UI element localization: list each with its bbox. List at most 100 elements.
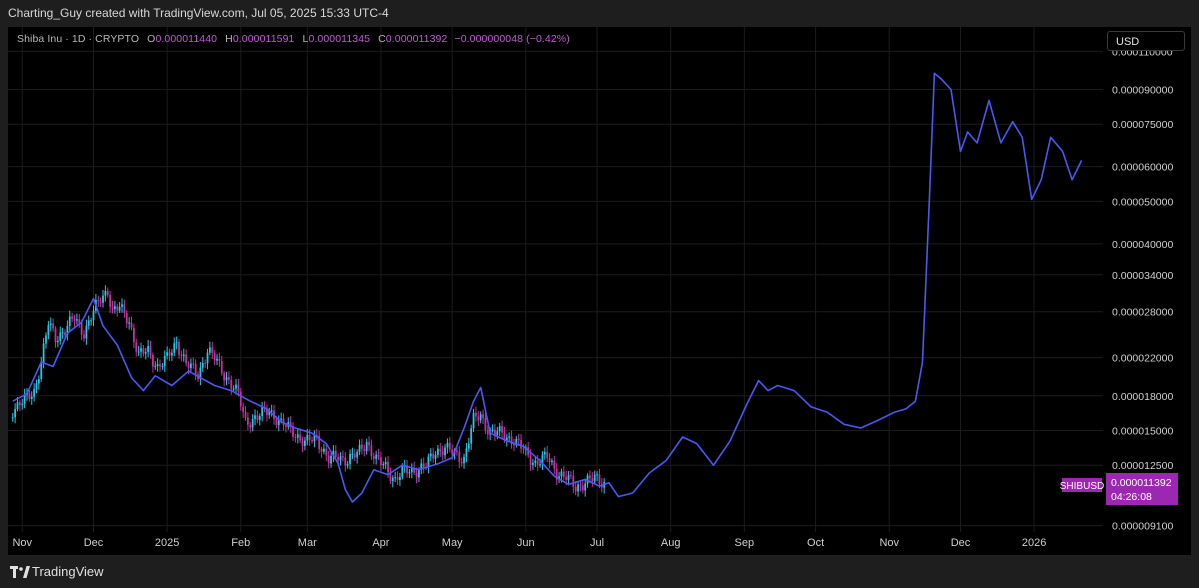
candle-body	[144, 352, 147, 354]
candle-body	[208, 347, 211, 353]
candle-body	[363, 448, 366, 451]
candle-body	[494, 429, 496, 435]
legend-low-key: L	[302, 33, 309, 45]
candle-body	[439, 448, 442, 452]
candle-body	[37, 379, 40, 384]
price-tag-countdown: 04:26:08	[1111, 491, 1152, 503]
candle-body	[216, 358, 218, 361]
candle-body	[520, 439, 522, 449]
candle-body	[206, 352, 209, 364]
candle-body	[368, 442, 370, 446]
y-tick-label: 0.000075000	[1112, 119, 1173, 131]
currency-button[interactable]: USD	[1107, 31, 1185, 51]
y-tick-label: 0.000022000	[1112, 353, 1173, 365]
candle-body	[175, 342, 178, 344]
candle-body	[220, 360, 223, 374]
projection-line-series	[12, 72, 1083, 503]
candle-body	[140, 348, 142, 352]
x-tick-label: Oct	[807, 537, 824, 549]
candle-body	[311, 440, 313, 442]
candle-body	[437, 448, 439, 455]
legend-close-key: C	[378, 33, 386, 45]
price-tag: SHIBUSD 0.000011392 04:26:08	[1060, 473, 1178, 505]
candle-body	[92, 310, 95, 321]
candle-body	[330, 455, 332, 464]
price-tag-value-box	[1106, 473, 1178, 505]
candle-body	[387, 462, 389, 473]
candle-body	[151, 354, 154, 367]
candle-body	[192, 363, 195, 365]
chart-area[interactable]: 0.000110000 0.000090000 0.000075000 0.00006…	[8, 27, 1191, 555]
symbol-legend: Shiba Inu · 1D · CRYPTO O0.000011440 H0.…	[17, 33, 570, 45]
candle-body	[83, 334, 85, 339]
candle-body	[323, 448, 325, 452]
candle-body	[52, 323, 55, 329]
candle-body	[73, 318, 76, 321]
candle-body	[560, 471, 563, 477]
candle-body	[581, 485, 584, 491]
x-tick-label: Dec	[951, 537, 971, 549]
x-tick-label: Mar	[298, 537, 317, 549]
candle-body	[113, 306, 116, 310]
legend-open-key: O	[147, 33, 156, 45]
candle-body	[429, 453, 432, 457]
candle-body	[586, 475, 589, 484]
candle-body	[370, 445, 373, 457]
x-tick-label: 2025	[155, 537, 179, 549]
legend-symbol[interactable]: Shiba Inu · 1D · CRYPTO	[17, 33, 140, 45]
price-tag-price: 0.000011392	[1111, 477, 1172, 489]
candle-body	[456, 450, 458, 453]
candle-body	[294, 436, 297, 438]
candle-body	[28, 392, 31, 400]
candle-body	[503, 432, 506, 441]
x-tick-label: Aug	[661, 537, 681, 549]
legend-close: 0.000011392	[385, 33, 448, 45]
candle-body	[71, 316, 74, 319]
candle-body	[541, 454, 544, 465]
candle-body	[137, 351, 140, 353]
candle-body	[567, 474, 570, 480]
candle-body	[258, 416, 261, 420]
y-tick-label: 0.000060000	[1112, 162, 1173, 174]
candle-body	[68, 316, 71, 326]
candle-body	[109, 295, 112, 307]
candle-body	[337, 456, 340, 461]
candle-body	[189, 363, 192, 369]
candle-body	[268, 411, 271, 416]
candle-body	[446, 442, 449, 448]
candle-body	[399, 476, 401, 481]
candle-body	[536, 460, 539, 465]
candle-body	[584, 483, 587, 491]
candle-body	[389, 472, 392, 482]
candle-body	[130, 322, 133, 328]
candle-body	[128, 322, 131, 324]
candle-body	[467, 443, 470, 449]
chart-svg[interactable]: 0.0001100000.0000900000.0000750000.00006…	[8, 27, 1191, 555]
candle-body	[380, 456, 382, 465]
candle-body	[570, 474, 572, 476]
candle-body	[230, 379, 233, 389]
candle-body	[289, 422, 292, 427]
candle-body	[30, 396, 33, 400]
candle-body	[422, 463, 425, 468]
x-tick-label: Nov	[12, 537, 32, 549]
candle-body	[375, 454, 378, 459]
candle-body	[598, 474, 601, 484]
candle-body	[513, 444, 515, 446]
candle-body	[479, 414, 482, 421]
candle-body	[577, 484, 579, 492]
candle-body	[87, 320, 90, 326]
y-tick-label: 0.000050000	[1112, 196, 1173, 208]
candle-body	[332, 450, 335, 456]
candle-body	[251, 418, 254, 428]
candle-body	[299, 434, 302, 441]
candle-body	[99, 300, 102, 303]
candle-body	[149, 345, 152, 355]
candle-body	[42, 343, 45, 363]
candle-body	[247, 417, 249, 425]
candle-body	[308, 434, 311, 441]
candle-body	[154, 366, 157, 368]
candle-body	[551, 460, 553, 463]
candle-body	[420, 463, 423, 470]
candle-body	[33, 389, 36, 397]
